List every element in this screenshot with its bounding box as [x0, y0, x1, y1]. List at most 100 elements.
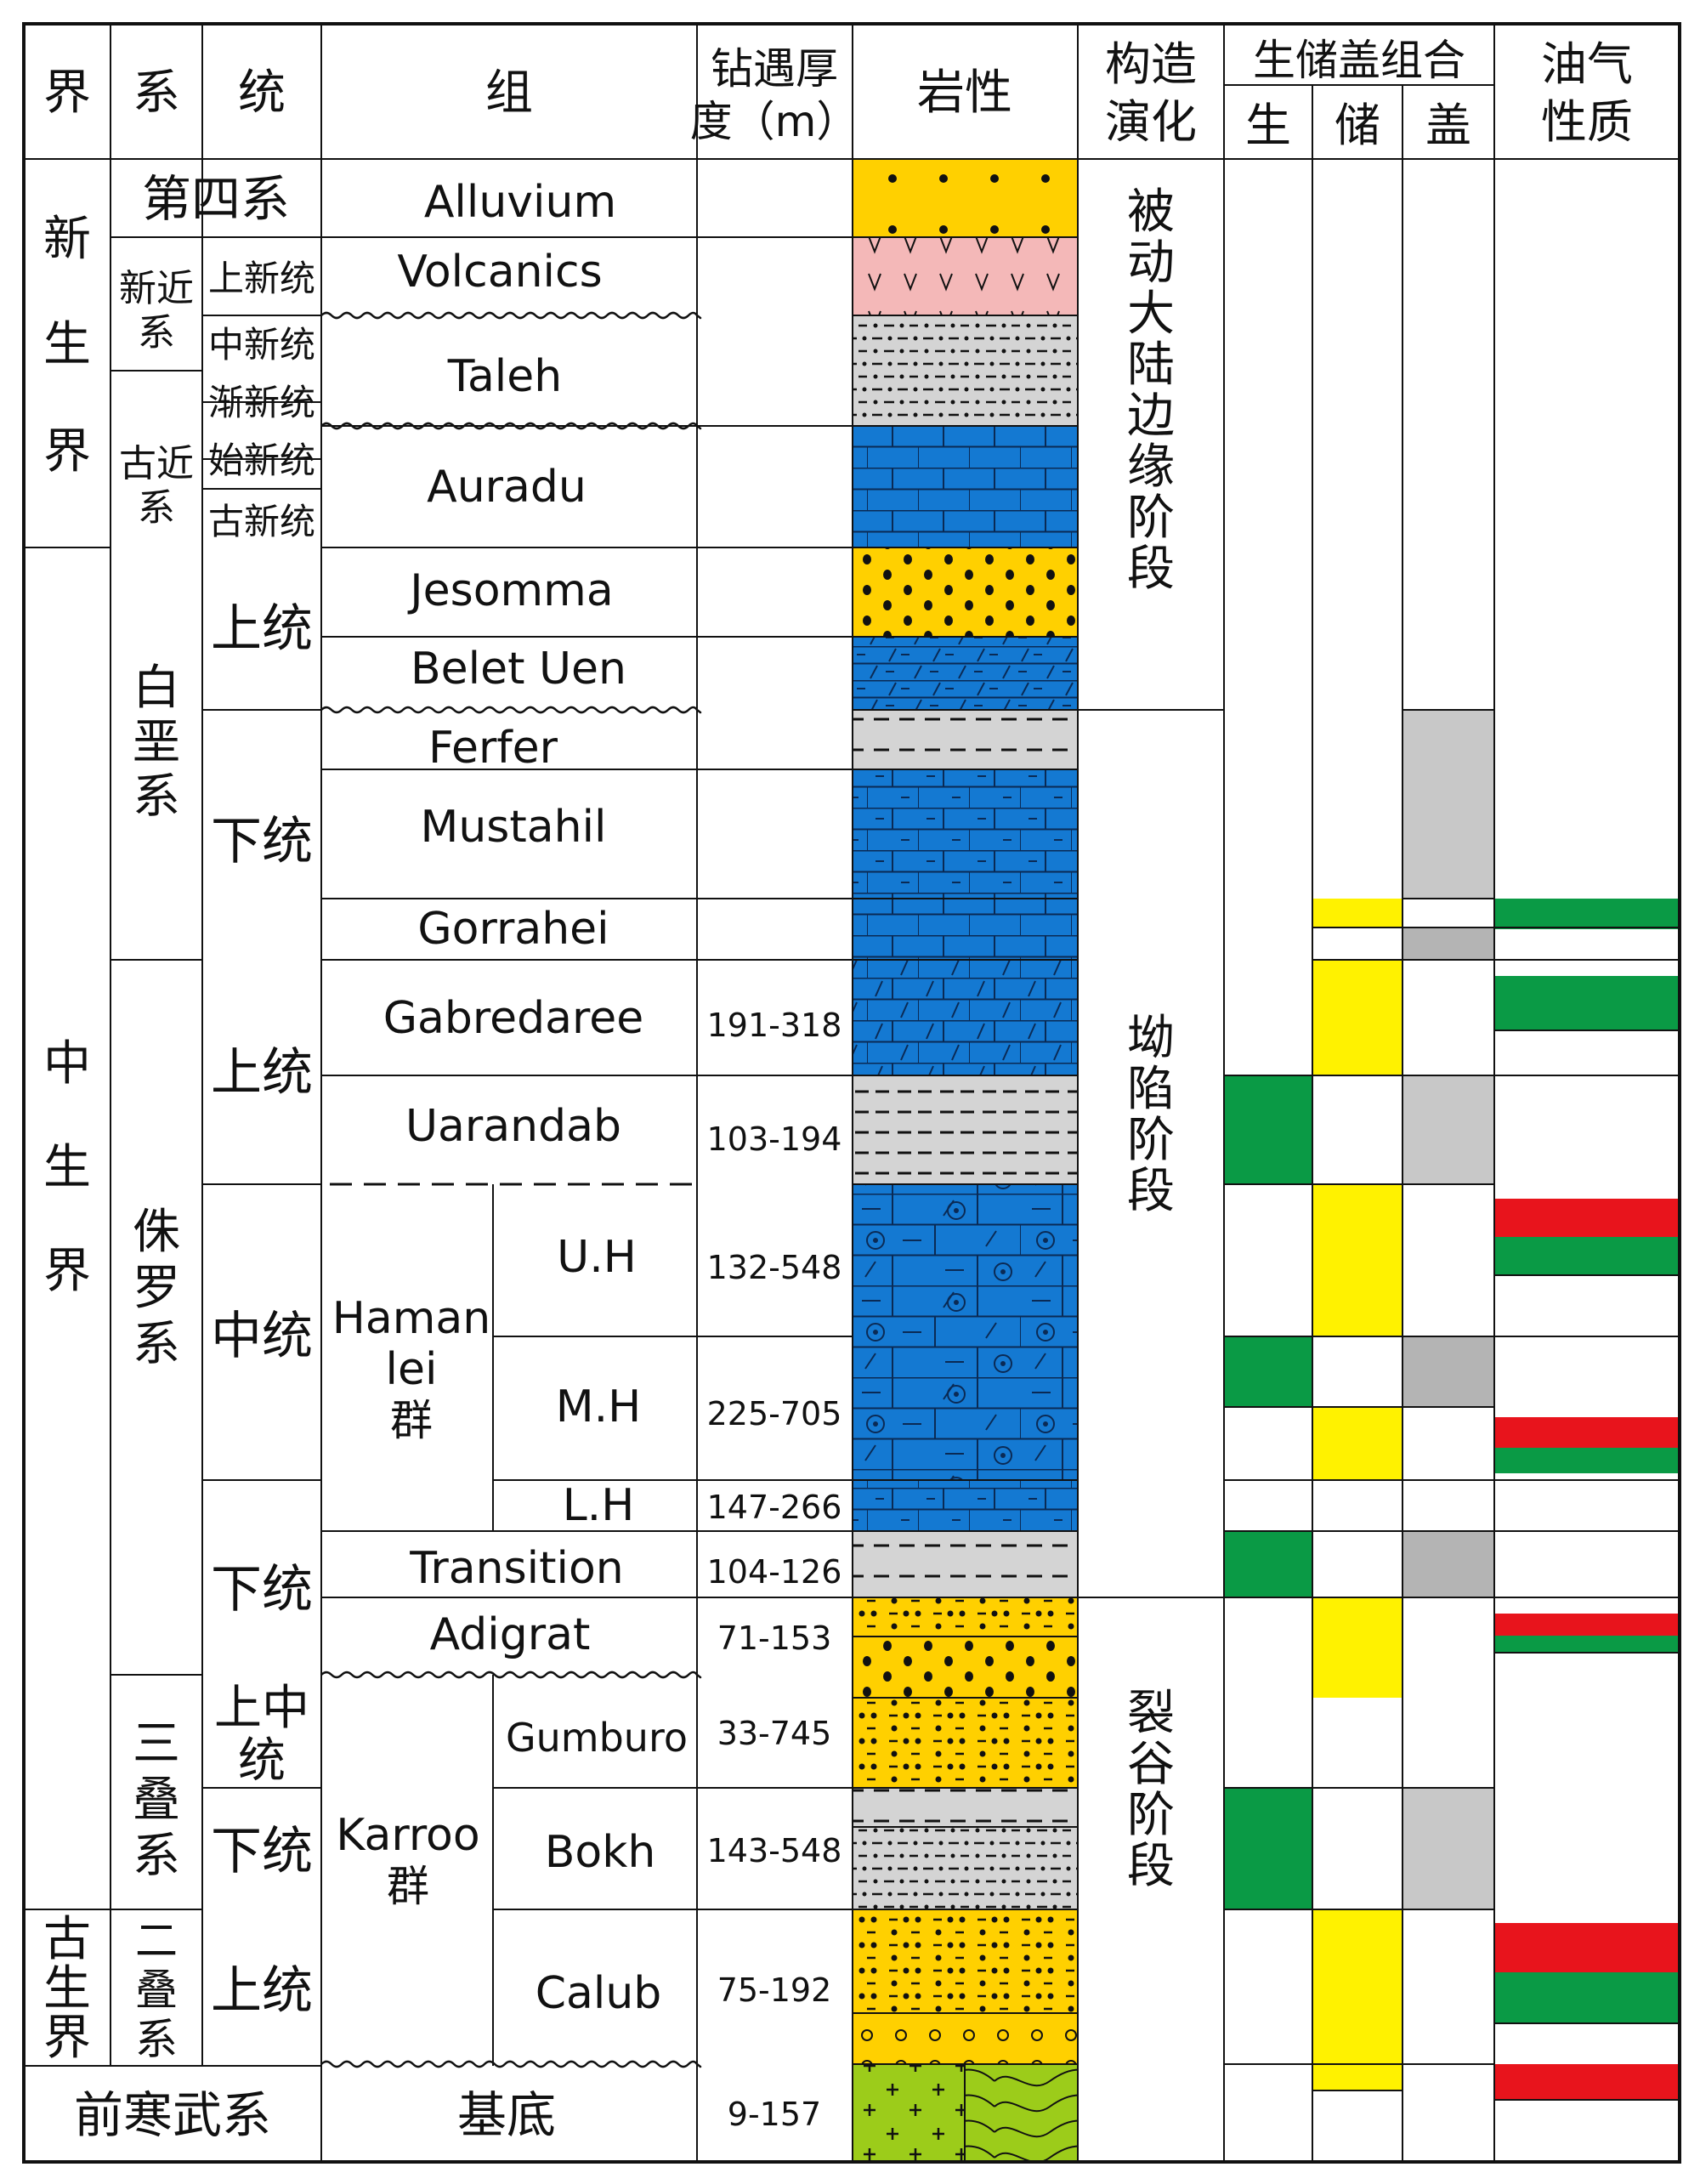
- header-reservoir: 储: [1334, 99, 1380, 152]
- system-permian-char: 系: [135, 2015, 178, 2064]
- header-lithology: 岩性: [917, 65, 1012, 121]
- reservoir-block: [1312, 899, 1402, 927]
- era-cenozoic-char: 界: [43, 424, 91, 479]
- era-mesozoic-char: 生: [43, 1140, 91, 1195]
- thickness-uh: 132-548: [707, 1249, 842, 1286]
- series-pliocene: 上新统: [208, 258, 315, 299]
- litho-basement-granite: [852, 2063, 966, 2163]
- header-formation: 组: [485, 65, 533, 121]
- system-jurassic-char: 系: [133, 1317, 180, 1372]
- unconformity-wave: [320, 422, 702, 430]
- series-j-upper: 上统: [211, 1043, 313, 1103]
- reservoir-block: [1312, 1597, 1402, 1698]
- series-miocene: 中新统: [208, 324, 315, 366]
- cap-block: [1402, 1788, 1494, 1909]
- formation-uarandab: Uarandab: [405, 1101, 621, 1152]
- litho-bokh-upper: [852, 1787, 1079, 1828]
- cap-block: [1402, 1075, 1494, 1184]
- tectonic-column: 被动大陆边缘阶段 坳陷阶段 裂谷阶段: [1127, 184, 1175, 1894]
- series-p-upper: 上统: [211, 1961, 313, 2021]
- formation-basement: 基底: [457, 2086, 556, 2144]
- reservoir-block: [1312, 1407, 1402, 1480]
- tectonic-stage-passive-margin: 被动大陆边缘阶段: [1127, 184, 1175, 597]
- era-cenozoic-char: 新: [43, 212, 91, 267]
- formation-belet-uen: Belet Uen: [411, 644, 626, 695]
- reservoir-block: [1312, 1184, 1402, 1336]
- series-oligocene: 渐新统: [208, 382, 315, 423]
- system-paleogene-line1: 古近: [119, 442, 194, 485]
- header-tectonic-line1: 构造: [1105, 37, 1197, 91]
- gas-block: [1494, 1972, 1680, 2023]
- system-neogene-line2: 系: [138, 311, 175, 355]
- oil-block: [1494, 1923, 1680, 1972]
- cap-block: [1402, 710, 1494, 899]
- system-paleogene-line2: 系: [138, 486, 175, 530]
- table-header: 界 系 统 组 钻遇厚 度（m） 岩性 构造 演化 生储盖组合 生 储 盖 油气…: [43, 36, 1633, 152]
- thickness-mh: 225-705: [707, 1395, 842, 1432]
- litho-calub-lower: [852, 2012, 1079, 2065]
- series-j-middle: 中统: [211, 1307, 313, 1366]
- table-grid: [22, 22, 1681, 2164]
- era-mesozoic-char: 界: [43, 1244, 91, 1299]
- system-cretaceous-char: 垩: [133, 715, 180, 770]
- gas-block: [1494, 1237, 1680, 1275]
- source-block: [1224, 1075, 1312, 1184]
- system-triassic-char: 系: [133, 1829, 180, 1884]
- system-triassic-char: 三: [133, 1716, 180, 1772]
- series-t-lower: 下统: [211, 1822, 313, 1881]
- header-system: 系: [133, 65, 180, 121]
- source-block: [1224, 1336, 1312, 1407]
- formation-ferfer: Ferfer: [428, 723, 558, 774]
- gas-block: [1494, 899, 1680, 929]
- litho-calub-upper: [852, 1909, 1079, 2014]
- era-cenozoic-char: 生: [43, 317, 91, 372]
- reservoir-block: [1312, 1909, 1402, 2090]
- litho-basement-metamorphic: [964, 2063, 1079, 2163]
- system-jurassic-char: 侏: [133, 1205, 180, 1260]
- petroleum-system-blocks: [1224, 710, 1680, 2100]
- litho-bokh-lower: [852, 1826, 1079, 1910]
- header-era: 界: [43, 65, 91, 121]
- system-quaternary: 第四系: [142, 170, 290, 228]
- oil-block: [1494, 2064, 1680, 2100]
- system-permian-char: 二: [135, 1916, 178, 1966]
- era-paleozoic-char: 古: [43, 1912, 91, 1967]
- formation-calub: Calub: [536, 1968, 662, 2019]
- litho-lh: [852, 1479, 1079, 1532]
- litho-alluvium: [852, 158, 1079, 238]
- formation-jesomma: Jesomma: [407, 565, 613, 616]
- unconformity-wave: [320, 311, 702, 320]
- oil-block: [1494, 1614, 1680, 1636]
- formation-transition: Transition: [409, 1543, 623, 1594]
- litho-taleh: [852, 315, 1079, 427]
- litho-jesomma: [852, 547, 1079, 638]
- series-k-upper: 上统: [211, 599, 313, 659]
- formation-alluvium: Alluvium: [424, 177, 616, 228]
- litho-ferfer: [852, 709, 1079, 770]
- formation-gorrahei: Gorrahei: [417, 904, 609, 955]
- tectonic-stage-sag: 坳陷阶段: [1127, 1011, 1175, 1219]
- formation-auradu: Auradu: [427, 462, 586, 513]
- series-j-lower: 下统: [211, 1560, 313, 1620]
- header-combination: 生储盖组合: [1253, 36, 1465, 85]
- tectonic-stage-rift: 裂谷阶段: [1127, 1686, 1175, 1894]
- unconformity-wave: [320, 706, 702, 714]
- header-thickness-line2: 度（m）: [690, 97, 859, 146]
- litho-volcanics: [852, 236, 1079, 316]
- system-neogene-line1: 新近: [119, 267, 194, 310]
- litho-adigrat-upper: [852, 1597, 1079, 1637]
- header-thickness-line1: 钻遇厚: [711, 44, 838, 94]
- source-block: [1224, 1531, 1312, 1597]
- system-triassic-char: 叠: [133, 1773, 180, 1828]
- litho-gumburo: [852, 1697, 1079, 1789]
- series-t-uppermid-line1: 上中: [214, 1681, 309, 1736]
- formation-lh: L.H: [563, 1480, 635, 1531]
- system-cretaceous-char: 白: [133, 661, 180, 716]
- series-column: 上新统 中新统 渐新统 始新统 古新统 上统 下统 上统 中统 下统 上中 统 …: [208, 258, 315, 2021]
- thickness-column: 191-318 103-194 132-548 225-705 147-266 …: [707, 1007, 842, 2133]
- header-tectonic-line2: 演化: [1105, 95, 1197, 149]
- thickness-gabredaree: 191-318: [707, 1007, 842, 1044]
- era-mesozoic-char: 中: [43, 1036, 91, 1092]
- litho-gabredaree: [852, 959, 1079, 1076]
- group-karroo-line1: Karroo: [336, 1810, 479, 1861]
